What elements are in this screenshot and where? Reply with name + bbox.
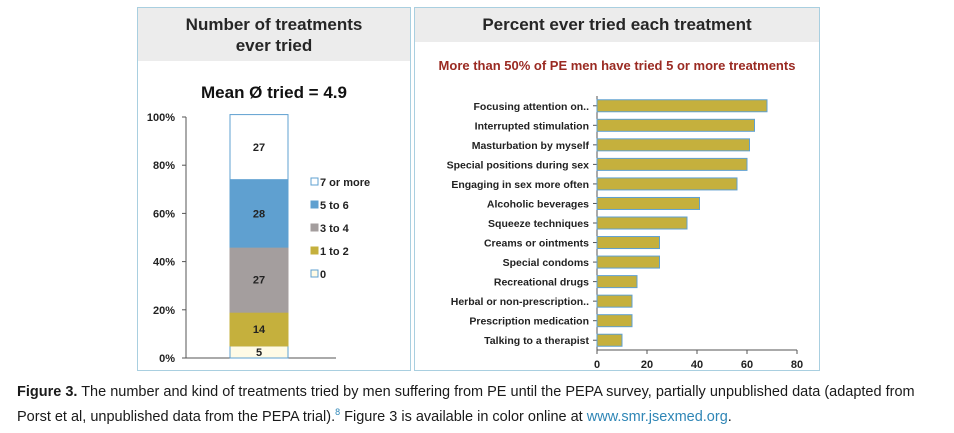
x-tick-label: 40 [691, 359, 703, 371]
legend-swatch [310, 223, 319, 232]
category-label: Focusing attention on.. [474, 101, 590, 113]
y-tick-label: 0% [159, 353, 175, 365]
bar [596, 294, 633, 308]
x-tick-label: 80 [791, 359, 803, 371]
category-label: Alcoholic beverages [487, 198, 589, 210]
category-label: Squeeze techniques [488, 218, 589, 230]
category-label: Creams or ointments [484, 238, 589, 250]
legend-swatch [310, 269, 319, 278]
legend-label: 3 to 4 [320, 223, 350, 235]
left-panel-title-line2: ever tried [235, 36, 313, 55]
bar [596, 216, 688, 230]
right-panel-title: Percent ever tried each treatment [415, 8, 819, 42]
category-label: Prescription medication [469, 316, 589, 328]
category-label: Herbal or non-prescription.. [451, 296, 589, 308]
data-label: 28 [253, 208, 265, 220]
legend-swatch [310, 246, 319, 255]
bar [596, 138, 750, 152]
bar [596, 118, 755, 132]
y-tick-label: 20% [153, 305, 175, 317]
data-label: 27 [253, 275, 265, 287]
caption-text: The number and kind of treatments tried … [17, 384, 915, 425]
caption-end: . [727, 408, 732, 425]
bar [596, 275, 638, 289]
caption-text-2: Figure 3 is available in color online at [340, 408, 587, 425]
bar [596, 196, 700, 210]
data-label: 14 [253, 324, 266, 336]
y-tick-label: 40% [153, 257, 175, 269]
y-tick-label: 100% [147, 112, 175, 124]
category-label: Recreational drugs [494, 277, 589, 289]
category-label: Talking to a therapist [484, 335, 589, 347]
bar [596, 177, 738, 191]
category-label: Engaging in sex more often [451, 179, 589, 191]
bar [596, 157, 748, 171]
mean-annotation: Mean Ø tried = 4.9 [201, 83, 347, 102]
bar-segment [229, 179, 289, 248]
bar [596, 236, 660, 250]
category-label: Special positions during sex [447, 159, 590, 171]
y-tick-label: 60% [153, 208, 175, 220]
bar-segment [229, 114, 289, 181]
data-label: 27 [253, 142, 265, 154]
legend-label: 7 or more [320, 177, 370, 189]
x-tick-label: 0 [594, 359, 600, 371]
bar [596, 99, 768, 113]
legend-label: 0 [320, 269, 326, 281]
left-panel-title-line1: Number of treatments [185, 15, 363, 34]
legend-label: 1 to 2 [320, 246, 349, 258]
category-label: Special condoms [503, 257, 590, 269]
data-label: 5 [256, 347, 262, 359]
legend-swatch [310, 177, 319, 186]
bar [596, 333, 623, 347]
figure-caption: Figure 3. The number and kind of treatme… [17, 382, 942, 427]
y-tick-label: 80% [153, 160, 175, 172]
category-label: Masturbation by myself [472, 140, 590, 152]
bar-segment [229, 246, 289, 313]
category-label: Interrupted stimulation [475, 120, 589, 132]
x-tick-label: 20 [641, 359, 653, 371]
bar [596, 314, 633, 328]
legend-swatch [310, 200, 319, 209]
bar [596, 255, 660, 269]
caption-label: Figure 3. [17, 384, 78, 400]
caption-link[interactable]: www.smr.jsexmed.org [586, 408, 728, 425]
caption-reference: 8 [335, 407, 341, 417]
legend-label: 5 to 6 [320, 200, 349, 212]
left-panel-title: Number of treatments ever tried [138, 8, 410, 61]
x-tick-label: 60 [741, 359, 753, 371]
right-panel-subtitle: More than 50% of PE men have tried 5 or … [438, 58, 796, 73]
